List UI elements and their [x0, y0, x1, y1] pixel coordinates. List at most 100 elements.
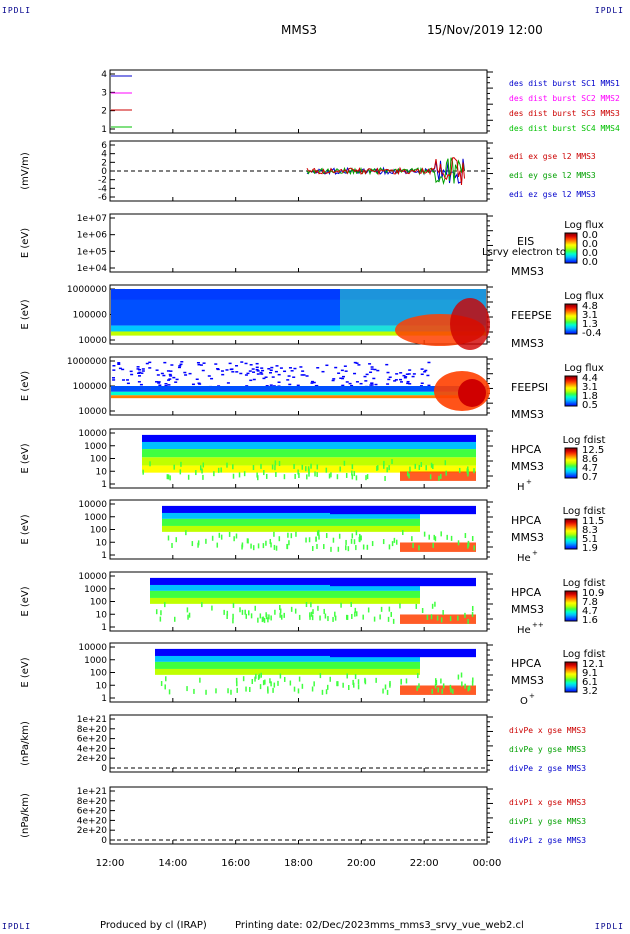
colorbar	[564, 303, 578, 335]
spectrogram-pixel	[353, 372, 357, 375]
spectrogram-pixel	[342, 682, 344, 688]
spectrogram-pixel	[383, 460, 385, 466]
spectrogram-pixel	[283, 370, 287, 373]
spectrogram-band	[142, 441, 476, 450]
spectrogram-pixel	[301, 464, 304, 470]
y-axis-label: E (eV)	[20, 657, 31, 687]
spectrogram-pixel	[426, 614, 429, 620]
spectrogram-pixel	[239, 372, 243, 375]
spectrogram-pixel	[121, 368, 125, 371]
spectrogram-pixel	[250, 613, 253, 619]
colorbar-tick-label: 0.0	[582, 230, 598, 241]
spectrogram-pixel	[399, 381, 403, 383]
spectrogram-pixel	[444, 460, 447, 466]
spectrogram-pixel	[112, 377, 115, 379]
spectrogram-band	[150, 590, 420, 598]
spectrogram-pixel	[386, 383, 390, 385]
spectrogram-pixel	[310, 611, 313, 617]
spectrogram-pixel	[345, 545, 347, 551]
spectrogram-pixel	[311, 546, 314, 552]
spectrogram-pixel	[411, 375, 415, 378]
spectrogram-pixel	[411, 536, 413, 542]
spectrogram-pixel	[228, 362, 232, 365]
spectrogram-pixel	[393, 537, 396, 543]
y-tick-label: 1	[101, 694, 107, 704]
footer-printing-date: Printing date: 02/Dec/2023	[235, 920, 371, 931]
spectrogram-pixel	[264, 376, 268, 378]
spectrogram-pixel	[136, 368, 140, 370]
spectrogram-pixel	[248, 610, 250, 616]
spectrogram-pixel	[421, 608, 424, 614]
time-tick-label: 18:00	[284, 858, 313, 869]
spectrogram-pixel	[187, 474, 190, 480]
spectrogram-pixel	[255, 368, 259, 371]
spectrogram-pixel	[294, 608, 297, 614]
spectrogram-pixel	[199, 465, 202, 471]
spectrogram-pixel	[350, 384, 354, 387]
spectrogram-pixel	[467, 618, 469, 624]
spectrogram-pixel	[308, 537, 311, 543]
spectrogram-pixel	[317, 605, 319, 611]
spectrogram-pixel	[325, 533, 328, 539]
y-tick-label: 4	[101, 150, 107, 160]
spectrogram-pixel	[332, 537, 335, 543]
spectrogram-pixel	[251, 368, 255, 370]
spectrogram-pixel	[405, 678, 408, 684]
spectrogram-pixel	[232, 473, 235, 479]
spectrogram-pixel	[353, 539, 356, 545]
spectrogram-pixel	[138, 368, 142, 371]
spectrogram-pixel	[405, 373, 409, 375]
spectrogram-pixel	[255, 366, 259, 369]
spectrogram-pixel	[316, 472, 318, 478]
spacecraft-label: MMS3	[511, 337, 544, 350]
spectrogram-pixel	[431, 688, 433, 694]
spectrogram-pixel	[394, 379, 398, 381]
spectrogram-pixel	[279, 605, 281, 611]
spectrogram-pixel	[263, 617, 266, 623]
spectrogram-pixel	[160, 681, 163, 687]
spectrogram-pixel	[241, 609, 244, 615]
instrument-label: HPCA	[511, 514, 542, 527]
spectrogram-pixel	[279, 367, 283, 369]
spectrogram-pixel	[350, 538, 353, 544]
colorbar	[564, 590, 578, 622]
spectrogram-pixel	[376, 369, 380, 372]
spectrogram-pixel	[254, 676, 256, 682]
spectrogram-pixel	[269, 678, 271, 684]
spectrogram-pixel	[188, 612, 191, 618]
spectrogram-pixel	[179, 363, 183, 366]
spectrogram-pixel	[244, 362, 248, 365]
spectrogram-pixel	[163, 361, 167, 364]
spectrogram-pixel	[402, 530, 404, 536]
spectrogram-band	[111, 325, 486, 332]
spectrogram-pixel	[112, 379, 116, 381]
instrument-label: HPCA	[511, 657, 542, 670]
spectrogram-pixel	[262, 543, 265, 549]
spectrogram-pixel	[160, 372, 164, 375]
panel-burst: 4 3 2 1 des dist burst SC1 MMS1 des dist burs…	[101, 69, 620, 135]
spectrogram-pixel	[419, 385, 423, 387]
spectrogram-pixel	[171, 542, 173, 548]
spectrogram-pixel	[450, 687, 452, 693]
y-tick-label: 3	[101, 88, 107, 98]
spectrogram-pixel	[328, 473, 331, 479]
spectrogram-band	[111, 289, 486, 300]
spectrogram-pixel	[442, 683, 445, 689]
spectrogram-pixel	[270, 542, 272, 548]
spectrogram-pixel	[351, 613, 353, 619]
spectrogram-pixel	[262, 680, 265, 686]
spectrogram-pixel	[310, 602, 312, 608]
colorbar-title: Log flux	[564, 291, 604, 302]
spectrogram-pixel	[343, 460, 346, 466]
panel-hpca_he: 10000 1000 100 10 1 E (eV) HPCA MMS3 He + Log fdis…	[20, 499, 605, 564]
instrument-label: FEEPSE	[511, 309, 552, 322]
spectrogram-band	[162, 518, 420, 526]
y-tick-label: 2	[101, 107, 107, 117]
spectrogram-pixel	[155, 609, 158, 615]
spectrogram-pixel	[267, 368, 271, 370]
spectrogram-pixel	[437, 687, 439, 693]
spectrogram-pixel	[369, 384, 373, 386]
spectrogram-pixel	[344, 370, 348, 372]
spectrogram-pixel	[252, 371, 256, 373]
spectrogram-pixel	[262, 377, 266, 380]
